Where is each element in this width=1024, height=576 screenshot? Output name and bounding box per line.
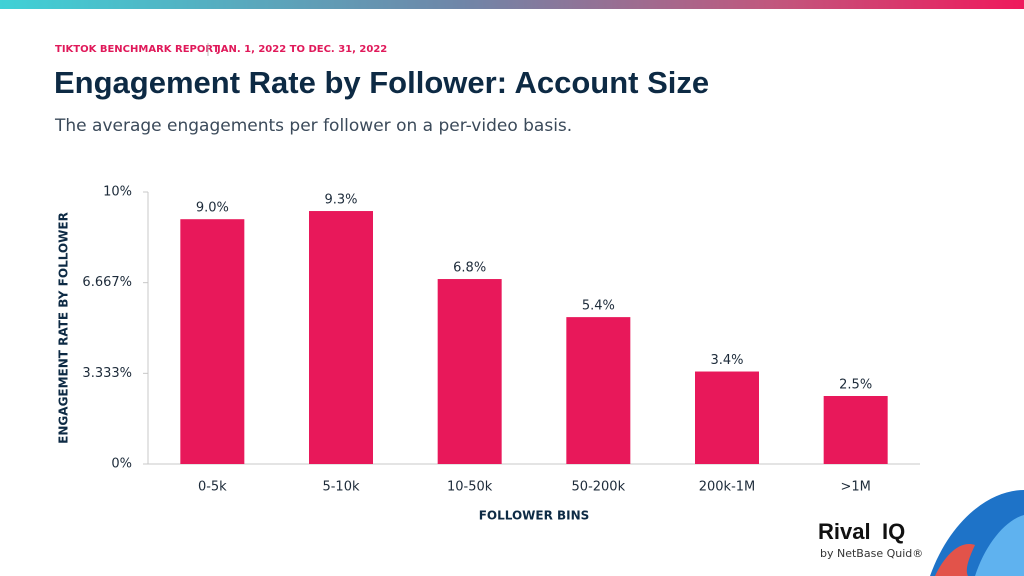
data-label: 9.3% [324, 193, 357, 208]
data-label: 5.4% [582, 299, 615, 314]
x-tick-label: 200k-1M [699, 480, 756, 495]
decor-wave [975, 515, 1024, 576]
chart-title: Engagement Rate by Follower: Account Siz… [54, 65, 709, 100]
logo-name-bold: IQ [882, 519, 905, 544]
bar [180, 219, 245, 464]
decor-wave [935, 544, 975, 576]
x-tick-label: 5-10k [322, 480, 360, 495]
data-label: 9.0% [196, 201, 229, 216]
y-tick-label: 3.333% [82, 366, 132, 381]
y-axis-label: ENGAGEMENT RATE BY FOLLOWER [57, 212, 71, 444]
y-tick-label: 10% [103, 185, 132, 200]
x-tick-label: 0-5k [198, 480, 227, 495]
data-label: 2.5% [839, 378, 872, 393]
y-tick-label: 0% [111, 457, 132, 472]
bar [437, 279, 502, 464]
x-tick-label: >1M [840, 480, 870, 495]
data-label: 3.4% [710, 353, 743, 368]
date-range: JAN. 1, 2022 TO DEC. 31, 2022 [216, 44, 387, 55]
bar [309, 211, 373, 464]
x-tick-label: 10-50k [447, 480, 493, 495]
bar [823, 396, 888, 464]
bar [566, 317, 631, 464]
data-label: 6.8% [453, 261, 486, 276]
y-tick-label: 6.667% [82, 275, 132, 290]
top-bar [0, 0, 1024, 9]
report-name: TIKTOK BENCHMARK REPORT [55, 44, 220, 55]
x-tick-label: 50-200k [572, 480, 626, 495]
logo-byline: by NetBase Quid® [820, 547, 923, 560]
bar [695, 371, 759, 464]
x-axis-label: FOLLOWER BINS [479, 509, 590, 523]
logo-name: Rival [818, 519, 871, 544]
chart-subtitle: The average engagements per follower on … [54, 116, 572, 136]
